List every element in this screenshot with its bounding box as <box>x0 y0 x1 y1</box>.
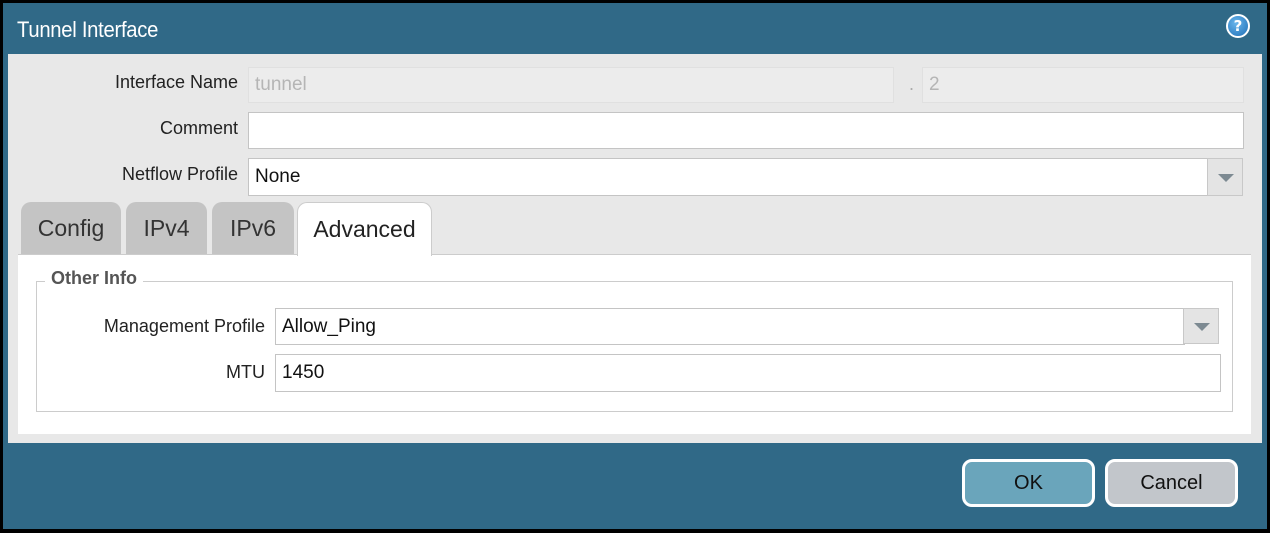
tunnel-interface-dialog: Tunnel Interface ? Interface Name tunnel… <box>3 3 1267 529</box>
interface-name-input[interactable]: tunnel <box>248 67 894 103</box>
management-profile-select[interactable]: Allow_Ping <box>275 308 1185 345</box>
tab-config[interactable]: Config <box>21 202 121 254</box>
mtu-label: MTU <box>226 362 265 382</box>
tab-advanced[interactable]: Advanced <box>297 202 432 256</box>
interface-name-separator: . <box>908 74 914 94</box>
chevron-down-icon[interactable] <box>1207 158 1243 196</box>
comment-input[interactable] <box>248 112 1244 149</box>
comment-label: Comment <box>159 118 238 138</box>
dialog-body: Interface Name tunnel . 2 Comment Netflo… <box>8 54 1262 443</box>
cancel-button[interactable]: Cancel <box>1105 459 1238 507</box>
section-title: Other Info <box>45 268 143 289</box>
ok-button[interactable]: OK <box>962 459 1095 507</box>
management-profile-label: Management Profile <box>103 316 265 336</box>
other-info-section: Other Info Management Profile Allow_Ping… <box>36 268 1233 412</box>
netflow-profile-select[interactable]: None <box>248 158 1208 196</box>
help-circle-icon[interactable]: ? <box>1226 14 1250 38</box>
netflow-profile-label: Netflow Profile <box>121 164 238 184</box>
mtu-input[interactable]: 1450 <box>275 354 1221 392</box>
interface-name-label: Interface Name <box>114 72 238 92</box>
chevron-down-icon[interactable] <box>1183 308 1219 344</box>
interface-number-input[interactable]: 2 <box>922 67 1244 103</box>
dialog-title: Tunnel Interface <box>17 17 159 42</box>
advanced-tab-panel: Other Info Management Profile Allow_Ping… <box>18 254 1251 434</box>
tab-ipv4[interactable]: IPv4 <box>126 202 207 254</box>
tab-ipv6[interactable]: IPv6 <box>212 202 294 254</box>
